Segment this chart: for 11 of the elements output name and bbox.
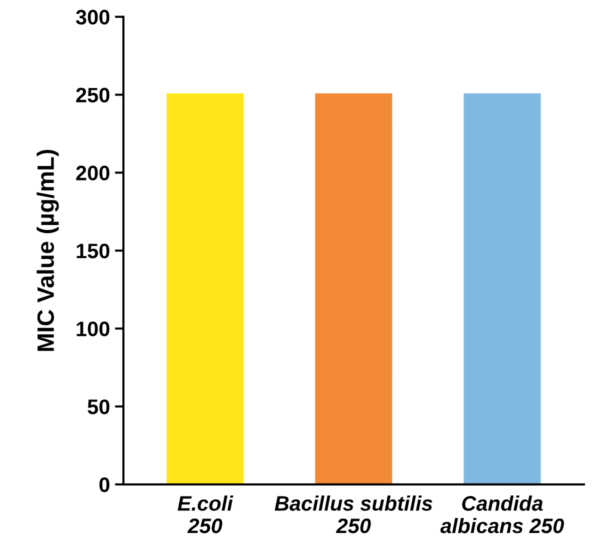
y-tick-label: 250 <box>76 88 110 102</box>
y-tick-label: 200 <box>76 166 110 180</box>
x-tick-label: Bacillus subtilis 250 <box>274 496 432 534</box>
y-tick-label: 150 <box>76 244 110 258</box>
x-tick-label: Candida albicans 250 <box>440 496 564 534</box>
y-tick-label: 50 <box>88 399 110 414</box>
y-axis-title: MIC Value (µg/mL) <box>36 150 59 351</box>
y-tick-label: 0 <box>99 477 110 492</box>
y-tick-label: 100 <box>76 322 110 336</box>
y-tick-label: 300 <box>76 10 110 25</box>
x-tick-label: E.coli 250 <box>178 496 234 534</box>
